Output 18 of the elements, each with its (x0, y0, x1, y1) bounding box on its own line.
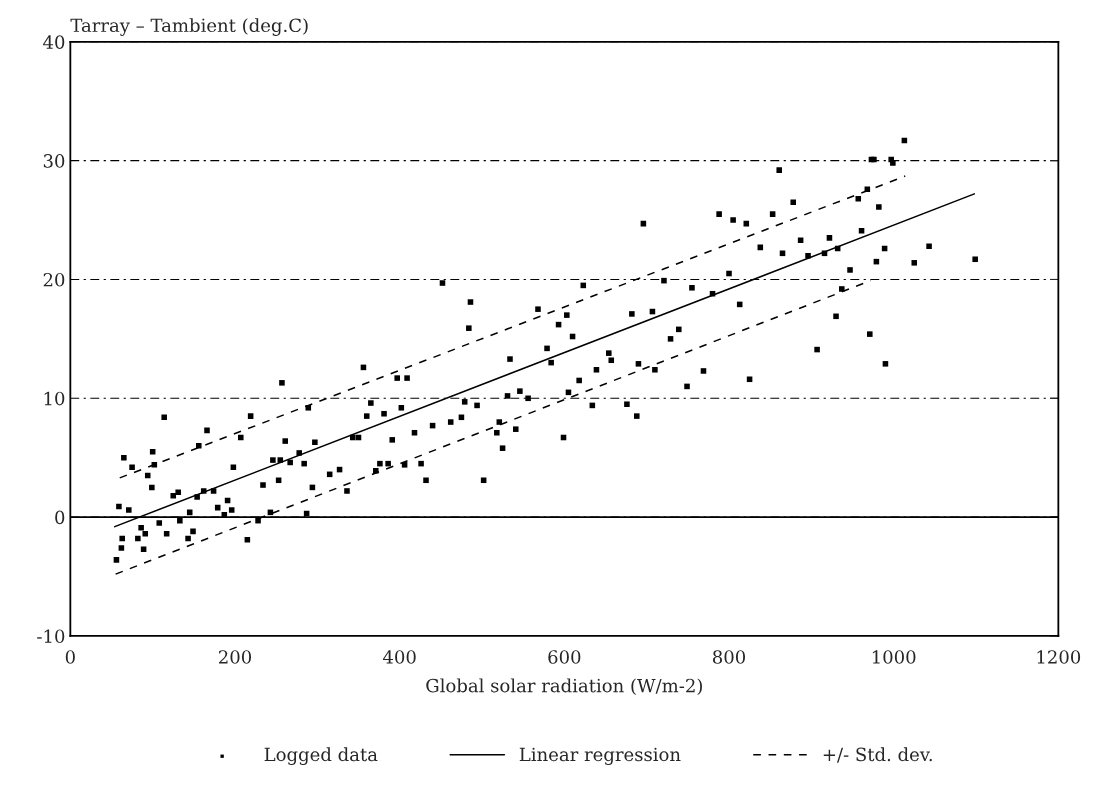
legend-label: +/- Std. dev. (823, 747, 932, 763)
x-tick-label: 1000 (872, 650, 916, 664)
x-tick-label: 0 (65, 650, 75, 664)
y-tick-label: -10 (37, 629, 65, 644)
y-tick-label: 40 (43, 35, 65, 49)
y-tick-label: 30 (43, 154, 65, 168)
y-tick-label: 0 (55, 510, 65, 525)
x-tick-label: 800 (712, 650, 746, 664)
x-tick-label: 1200 (1037, 650, 1081, 664)
y-axis-title: Tarray – Tambient (deg.C) (70, 18, 308, 36)
legend-label: Logged data (264, 747, 378, 765)
legend-label: Linear regression (519, 747, 681, 765)
x-axis-title: Global solar radiation (W/m-2) (426, 678, 702, 695)
x-tick-label: 200 (219, 650, 252, 664)
x-tick-label: 400 (382, 650, 416, 664)
y-tick-label: 10 (44, 391, 65, 406)
y-tick-label: 20 (43, 272, 65, 287)
x-tick-label: 600 (548, 650, 581, 664)
